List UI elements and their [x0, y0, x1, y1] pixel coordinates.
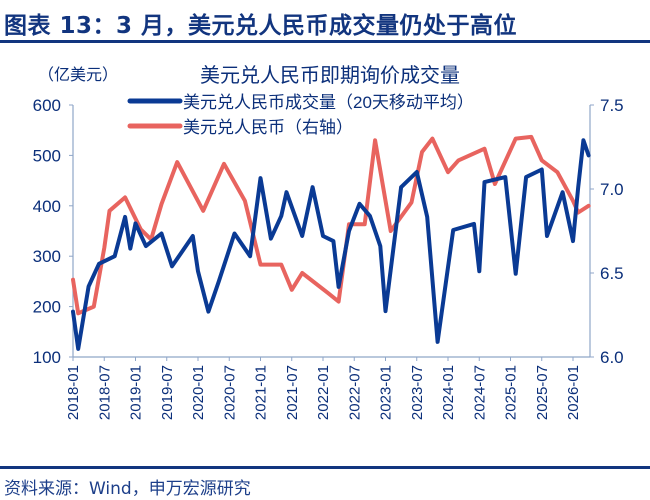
- x-tick-label: 2020-07: [221, 365, 238, 420]
- y-axis-unit-label: （亿美元）: [38, 66, 118, 84]
- y-tick-label: 400: [33, 197, 61, 216]
- footer-divider: [0, 466, 650, 469]
- x-tick-label: 2020-01: [190, 365, 207, 420]
- y-tick-label: 200: [33, 298, 61, 317]
- x-tick-label: 2022-01: [315, 365, 332, 420]
- y2-tick-label: 7.0: [600, 180, 624, 199]
- x-tick-label: 2024-07: [471, 365, 488, 420]
- x-tick-label: 2026-01: [565, 365, 582, 420]
- source-note: 资料来源：Wind，申万宏源研究: [4, 479, 251, 499]
- title-divider: [0, 40, 650, 43]
- y2-tick-label: 6.5: [600, 264, 624, 283]
- y-tick-label: 500: [33, 146, 61, 165]
- series-line-volume: [71, 138, 591, 351]
- x-tick-label: 2025-07: [534, 365, 551, 420]
- line-chart: （亿美元） 美元兑人民币即期询价成交量 600 500 400 300 200 100 7.…: [33, 64, 624, 420]
- x-tick-label: 2021-07: [284, 365, 301, 420]
- legend-label-usdcny: 美元兑人民币（右轴）: [183, 118, 353, 137]
- legend-label-volume: 美元兑人民币成交量（20天移动平均）: [183, 93, 474, 112]
- x-tick-label: 2023-07: [409, 365, 426, 420]
- x-tick-label: 2018-01: [65, 365, 82, 420]
- figure-title: 图表 13：3 月，美元兑人民币成交量仍处于高位: [4, 13, 518, 39]
- y-tick-label: 300: [33, 247, 61, 266]
- x-tick-label: 2024-01: [440, 365, 457, 420]
- y-tick-label: 600: [33, 96, 61, 115]
- x-tick-label: 2021-01: [253, 365, 270, 420]
- y-tick-label: 100: [33, 348, 61, 367]
- x-tick-label: 2019-01: [128, 365, 145, 420]
- x-tick-label: 2022-07: [346, 365, 363, 420]
- x-tick-label: 2023-01: [378, 365, 395, 420]
- x-tick-label: 2019-07: [159, 365, 176, 420]
- x-tick-label: 2018-07: [96, 365, 113, 420]
- y2-tick-label: 6.0: [600, 348, 624, 367]
- series-line-usdcny: [71, 134, 591, 316]
- chart-title: 美元兑人民币即期询价成交量: [200, 64, 460, 87]
- y2-tick-label: 7.5: [600, 96, 624, 115]
- x-tick-label: 2025-01: [503, 365, 520, 420]
